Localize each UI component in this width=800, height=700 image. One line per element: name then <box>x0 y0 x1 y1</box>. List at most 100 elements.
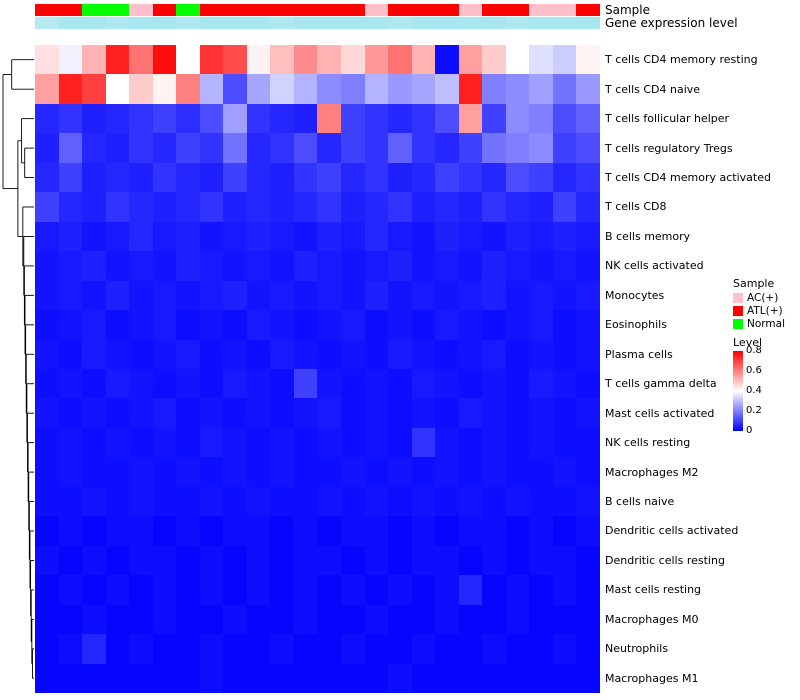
row-labels: T cells CD4 memory resting T cells CD4 na… <box>605 45 795 693</box>
heatmap-cell <box>246 663 271 693</box>
gene-expression-annotation-cell <box>317 17 342 29</box>
gene-expression-annotation-cell <box>82 17 106 29</box>
heatmap-cell <box>458 516 483 546</box>
heatmap-cell <box>552 604 577 635</box>
heatmap-cell <box>552 103 577 134</box>
heatmap-cell <box>58 545 83 576</box>
heatmap-cell <box>341 545 365 576</box>
heatmap-cell <box>293 339 318 369</box>
heatmap-cell <box>223 516 247 546</box>
heatmap-cell <box>129 634 153 664</box>
heatmap-cell <box>458 103 483 134</box>
heatmap-cell <box>505 369 530 399</box>
heatmap-cell <box>458 339 483 369</box>
heatmap-cell <box>341 221 365 252</box>
heatmap-cell <box>58 103 83 134</box>
heatmap-cell <box>411 398 436 428</box>
heatmap-cell <box>505 486 530 517</box>
heatmap-cell <box>176 663 200 693</box>
heatmap-cell <box>82 545 106 576</box>
heatmap-cell <box>35 369 59 399</box>
heatmap-cell <box>293 162 318 193</box>
heatmap-cell <box>364 280 389 311</box>
heatmap-cell <box>364 74 389 104</box>
heatmap-cell <box>152 663 177 693</box>
heatmap-cell <box>341 634 365 664</box>
heatmap-cell <box>411 604 436 635</box>
heatmap-cell <box>435 545 459 576</box>
heatmap-cell <box>364 369 389 399</box>
heatmap-cell <box>576 280 600 311</box>
heatmap-grid <box>35 45 600 693</box>
heatmap-cell <box>246 486 271 517</box>
heatmap-cell <box>529 221 553 252</box>
heatmap-cell <box>199 251 224 281</box>
heatmap-cell <box>152 74 177 104</box>
heatmap-cell <box>458 604 483 635</box>
legend-sample-item: ATL(+) <box>733 305 785 317</box>
sample-annotation-cell <box>105 4 130 16</box>
heatmap-cell <box>411 251 436 281</box>
heatmap-cell <box>223 398 247 428</box>
heatmap-cell <box>317 545 342 576</box>
sample-annotation-cell <box>576 4 600 16</box>
heatmap-cell <box>552 486 577 517</box>
heatmap-cell <box>576 663 600 693</box>
heatmap-cell <box>388 369 412 399</box>
heatmap-cell <box>199 398 224 428</box>
heatmap-cell <box>364 192 389 222</box>
heatmap-cell <box>341 339 365 369</box>
heatmap-cell <box>152 398 177 428</box>
heatmap-cell <box>152 457 177 487</box>
heatmap-cell <box>246 339 271 369</box>
gene-expression-annotation-cell <box>505 17 530 29</box>
legend-color-swatch <box>733 306 743 316</box>
heatmap-cell <box>482 339 506 369</box>
heatmap-cell <box>199 192 224 222</box>
heatmap-cell <box>82 221 106 252</box>
heatmap-cell <box>35 545 59 576</box>
heatmap-cell <box>270 221 294 252</box>
heatmap-cell <box>529 663 553 693</box>
heatmap-cell <box>411 45 436 75</box>
heatmap-cell <box>505 516 530 546</box>
heatmap-cell <box>411 280 436 311</box>
heatmap-cell <box>129 162 153 193</box>
heatmap-cell <box>435 634 459 664</box>
heatmap-cell <box>176 162 200 193</box>
heatmap-cell <box>293 310 318 340</box>
heatmap-cell <box>270 369 294 399</box>
heatmap-cell <box>435 192 459 222</box>
row-label: T cells CD4 naive <box>605 82 701 96</box>
heatmap-cell <box>58 427 83 458</box>
heatmap-cell <box>129 103 153 134</box>
heatmap-cell <box>411 74 436 104</box>
heatmap-cell <box>388 339 412 369</box>
sample-annotation-cell <box>411 4 436 16</box>
heatmap-cell <box>246 74 271 104</box>
heatmap-cell <box>152 516 177 546</box>
heatmap-cell <box>576 74 600 104</box>
heatmap-cell <box>505 192 530 222</box>
row-label: Eosinophils <box>605 318 667 332</box>
heatmap-cell <box>505 427 530 458</box>
heatmap-cell <box>505 74 530 104</box>
heatmap-cell <box>176 133 200 163</box>
heatmap-cell <box>411 457 436 487</box>
heatmap-cell <box>58 398 83 428</box>
heatmap-cell <box>529 74 553 104</box>
heatmap-cell <box>246 457 271 487</box>
heatmap-cell <box>364 575 389 605</box>
heatmap-cell <box>435 457 459 487</box>
heatmap-cell <box>529 634 553 664</box>
heatmap-cell <box>482 398 506 428</box>
level-gradient-bar <box>733 351 743 431</box>
row-label: NK cells activated <box>605 259 704 273</box>
heatmap-cell <box>176 398 200 428</box>
heatmap-cell <box>482 369 506 399</box>
sample-annotation-cell <box>388 4 412 16</box>
heatmap-cell <box>152 634 177 664</box>
gene-expression-annotation-cell <box>270 17 294 29</box>
heatmap-cell <box>270 545 294 576</box>
heatmap-cell <box>482 516 506 546</box>
